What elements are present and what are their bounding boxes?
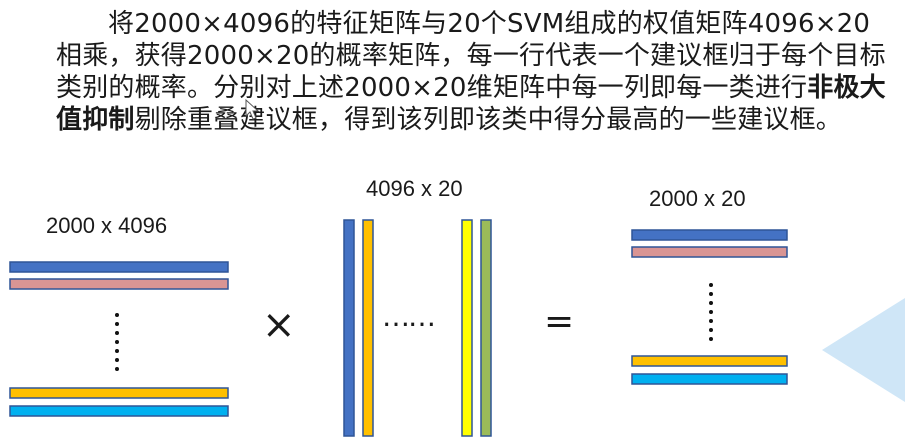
right-matrix-row-4 [631, 373, 788, 385]
left-matrix-label: 2000 x 4096 [46, 213, 168, 238]
middle-ellipsis: …… [382, 300, 436, 333]
right-matrix-row-2 [631, 246, 788, 258]
middle-matrix-col-2 [362, 219, 374, 437]
middle-matrix-col-3 [461, 219, 473, 437]
paragraph-text-bold: 非极大值抑制 [56, 73, 886, 135]
left-matrix-row-3 [9, 387, 229, 399]
middle-matrix-label: 4096 x 20 [366, 176, 463, 201]
left-matrix-row-1 [9, 261, 229, 273]
right-vertical-dots [709, 283, 713, 341]
middle-matrix-col-1 [343, 219, 355, 437]
left-vertical-dots [115, 313, 119, 371]
right-matrix-row-1 [631, 229, 788, 241]
left-matrix-row-2 [9, 278, 229, 290]
description-paragraph: 将2000×4096的特征矩阵与20个SVM组成的权值矩阵4096×20相乘，获… [56, 8, 892, 136]
multiply-symbol: × [262, 302, 296, 348]
left-matrix-row-4 [9, 405, 229, 417]
paragraph-text-part1: 将2000×4096的特征矩阵与20个SVM组成的权值矩阵4096×20相乘，获… [56, 9, 886, 103]
right-matrix-label: 2000 x 20 [649, 186, 746, 211]
decorative-triangle [822, 298, 905, 402]
mouse-cursor-icon [245, 98, 260, 120]
right-matrix-row-3 [631, 355, 788, 367]
middle-matrix-col-4 [480, 219, 492, 437]
equals-symbol: = [544, 301, 575, 342]
